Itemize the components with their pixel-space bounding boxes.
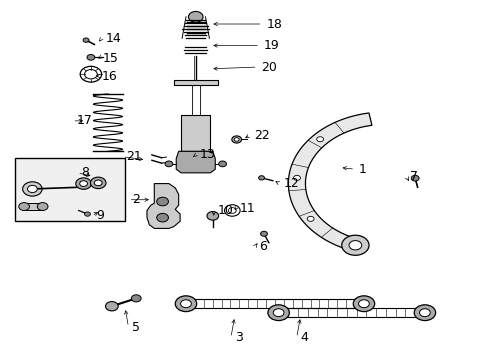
Text: 13: 13 <box>199 148 215 161</box>
Circle shape <box>94 180 102 186</box>
Text: 16: 16 <box>102 69 118 82</box>
Circle shape <box>37 203 48 211</box>
Circle shape <box>90 177 106 189</box>
Circle shape <box>157 197 168 206</box>
Circle shape <box>258 176 264 180</box>
Circle shape <box>27 185 37 193</box>
Circle shape <box>267 305 289 320</box>
Text: 19: 19 <box>264 39 279 52</box>
Circle shape <box>293 175 300 180</box>
Text: 12: 12 <box>283 177 299 190</box>
Circle shape <box>273 309 284 317</box>
Circle shape <box>206 212 218 220</box>
Text: 22: 22 <box>254 129 269 142</box>
Circle shape <box>348 240 361 250</box>
Text: 9: 9 <box>96 210 103 222</box>
Text: 11: 11 <box>239 202 255 215</box>
Text: 3: 3 <box>234 331 242 344</box>
Circle shape <box>131 295 141 302</box>
Circle shape <box>410 175 418 181</box>
Circle shape <box>84 212 90 216</box>
Circle shape <box>341 235 368 255</box>
Circle shape <box>83 38 89 42</box>
Circle shape <box>188 12 203 22</box>
Text: 15: 15 <box>103 51 119 64</box>
Circle shape <box>180 300 191 308</box>
Circle shape <box>218 161 226 167</box>
Text: 6: 6 <box>259 240 266 253</box>
Bar <box>15 158 125 221</box>
Circle shape <box>316 137 323 142</box>
Text: 17: 17 <box>76 114 92 127</box>
Text: 5: 5 <box>132 320 140 333</box>
Text: 8: 8 <box>81 166 89 179</box>
Polygon shape <box>147 184 180 228</box>
Text: 7: 7 <box>409 170 417 183</box>
Circle shape <box>234 138 239 141</box>
Circle shape <box>306 216 313 221</box>
Bar <box>181 116 210 151</box>
Circle shape <box>157 213 168 222</box>
Bar <box>173 80 217 85</box>
Text: 14: 14 <box>105 32 121 45</box>
Text: 4: 4 <box>300 331 308 344</box>
Circle shape <box>231 136 241 143</box>
Circle shape <box>175 296 196 312</box>
Circle shape <box>87 54 95 60</box>
Circle shape <box>164 161 172 167</box>
Circle shape <box>76 178 91 189</box>
Polygon shape <box>176 151 215 173</box>
Text: 21: 21 <box>126 150 142 163</box>
Circle shape <box>80 181 87 186</box>
PathPatch shape <box>288 113 371 251</box>
Text: 2: 2 <box>132 193 140 206</box>
Circle shape <box>22 182 42 196</box>
Circle shape <box>19 203 29 211</box>
Circle shape <box>358 300 368 308</box>
Circle shape <box>105 302 118 311</box>
Bar <box>24 203 42 211</box>
Text: 20: 20 <box>261 60 277 73</box>
Text: 1: 1 <box>358 163 366 176</box>
Text: 18: 18 <box>266 18 282 31</box>
Circle shape <box>260 231 267 236</box>
Text: 10: 10 <box>217 204 233 217</box>
Circle shape <box>419 309 429 317</box>
Circle shape <box>413 305 435 320</box>
Circle shape <box>352 296 374 312</box>
